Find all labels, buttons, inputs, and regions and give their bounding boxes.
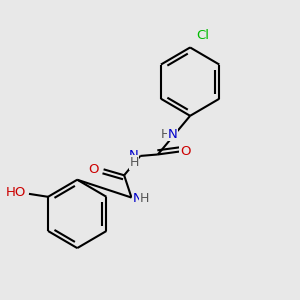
Text: O: O (88, 163, 98, 176)
Text: Cl: Cl (196, 29, 209, 42)
Text: H: H (161, 128, 170, 141)
Text: N: N (129, 148, 139, 162)
Text: N: N (132, 192, 142, 205)
Text: H: H (140, 192, 149, 205)
Text: HO: HO (6, 186, 26, 200)
Text: H: H (129, 156, 139, 169)
Text: N: N (168, 128, 177, 141)
Text: O: O (180, 145, 190, 158)
